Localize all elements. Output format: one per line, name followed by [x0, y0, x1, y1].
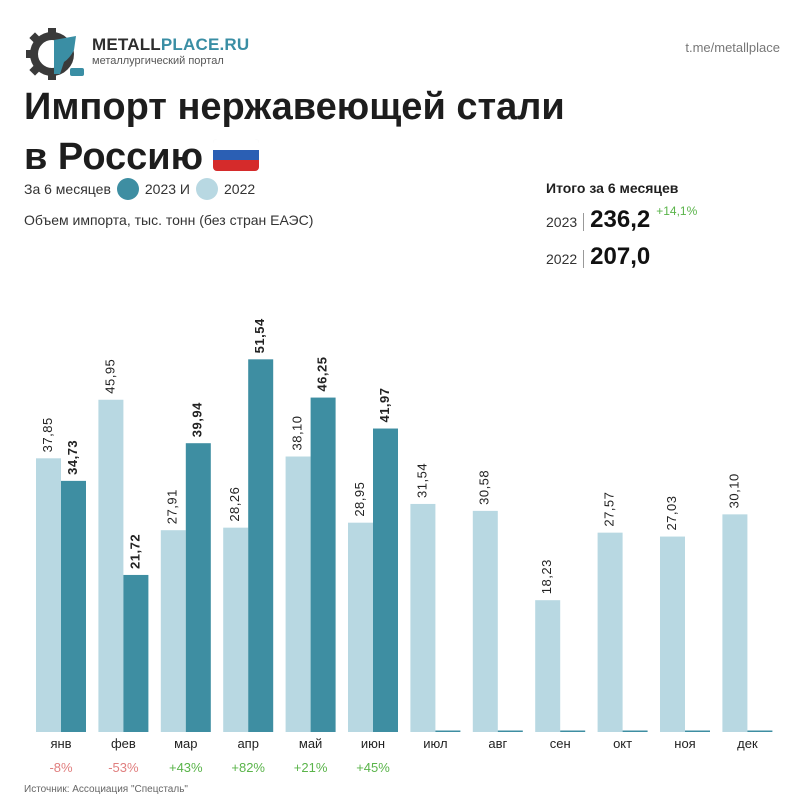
bar-2022-ноя: [660, 536, 685, 732]
bar-2023-фев: [123, 574, 149, 732]
data-label-2022-июн: 28,95: [352, 482, 367, 517]
change-label-фев: -53%: [108, 760, 139, 775]
data-label-2022-фев: 45,95: [102, 359, 117, 394]
total-value: 207,0: [590, 243, 651, 270]
legend-prefix: За 6 месяцев: [24, 181, 111, 197]
x-tick-label-дек: дек: [737, 736, 758, 751]
legend-2023-label: 2023 И: [144, 181, 190, 197]
bar-2022-сен: [535, 600, 561, 732]
bar-2023-empty-дек: [747, 730, 773, 732]
totals-title: Итого за 6 месяцев: [546, 180, 679, 196]
bar-2023-empty-ноя: [685, 730, 710, 732]
data-label-2022-сен: 18,23: [539, 559, 554, 594]
page-title: Импорт нержавеющей стали в Россию: [24, 82, 664, 182]
title-line-2-text: в Россию: [24, 136, 204, 178]
x-tick-label-июл: июл: [423, 736, 447, 751]
x-tick-label-июн: июн: [361, 736, 385, 751]
data-label-2022-май: 38,10: [290, 415, 305, 450]
bar-2022-фев: [98, 399, 124, 732]
bar-2023-янв: [61, 480, 86, 732]
x-tick-label-апр: апр: [237, 736, 259, 751]
change-label-мар: +43%: [169, 760, 203, 775]
data-label-2022-апр: 28,26: [227, 487, 242, 522]
change-label-янв: -8%: [49, 760, 73, 775]
bar-2022-июн: [348, 522, 373, 732]
brand-accent: PLACE.RU: [160, 35, 250, 54]
brand-main: METALL: [92, 35, 161, 54]
russia-flag-icon: [213, 138, 260, 171]
brand-subtitle: металлургический портал: [92, 55, 224, 67]
bar-2023-empty-сен: [560, 730, 586, 732]
bar-2022-мар: [160, 530, 186, 732]
data-label-2022-ноя: 27,03: [664, 496, 679, 531]
bar-2023-июн: [373, 428, 398, 732]
data-label-2022-дек: 30,10: [726, 473, 741, 508]
title-line-2: в Россию: [24, 132, 664, 182]
data-label-2023-мар: 39,94: [190, 402, 205, 437]
x-tick-label-сен: сен: [550, 736, 571, 751]
bar-2022-июл: [410, 503, 436, 732]
x-tick-label-ноя: ноя: [674, 736, 695, 751]
telegram-link[interactable]: t.me/metallplace: [685, 40, 780, 55]
x-tick-label-май: май: [299, 736, 322, 751]
data-label-2023-янв: 34,73: [65, 440, 80, 475]
bar-2022-май: [285, 456, 311, 732]
bar-2023-empty-окт: [622, 730, 648, 732]
x-tick-label-янв: янв: [50, 736, 71, 751]
x-tick-label-мар: мар: [174, 736, 197, 751]
title-line-1: Импорт нержавеющей стали: [24, 86, 565, 128]
bar-2023-empty-июл: [435, 730, 461, 732]
x-tick-label-окт: окт: [613, 736, 632, 751]
bar-2023-мар: [185, 443, 211, 732]
bar-2023-empty-авг: [497, 730, 523, 732]
bar-2023-апр: [248, 359, 274, 732]
total-year: 2022: [546, 250, 585, 268]
data-label-2023-июн: 41,97: [377, 387, 392, 422]
data-label-2022-янв: 37,85: [40, 417, 55, 452]
legend-2022-label: 2022: [224, 181, 256, 197]
data-label-2022-июл: 31,54: [414, 463, 429, 498]
data-label-2023-май: 46,25: [315, 357, 330, 392]
bar-2022-апр: [223, 527, 249, 732]
bar-chart: 37,85 34,73 янв -8% 45,95 21,72 фев -53% 27,91 39…: [36, 318, 773, 775]
bar-2022-авг: [472, 510, 498, 732]
total-year: 2023: [546, 213, 585, 231]
data-label-2023-апр: 51,54: [252, 318, 267, 353]
legend-2023-swatch: [116, 178, 139, 200]
data-label-2023-фев: 21,72: [127, 534, 142, 569]
total-change: +14,1%: [656, 204, 698, 218]
total-row-2023: 2023 236,2 +14,1%: [546, 204, 698, 234]
source-note: Источник: Ассоциация "Спецсталь": [24, 784, 188, 795]
legend: За 6 месяцев 2023 И 2022: [24, 178, 255, 200]
change-label-июн: +45%: [356, 760, 390, 775]
data-label-2022-авг: 30,58: [477, 470, 492, 505]
legend-2022-swatch: [196, 178, 218, 200]
data-label-2022-мар: 27,91: [165, 489, 180, 524]
bar-2022-янв: [36, 458, 61, 732]
total-row-2022: 2022 207,0: [546, 243, 650, 271]
x-tick-label-авг: авг: [488, 736, 507, 751]
brand-name: METALLPLACE.RU: [92, 35, 249, 55]
x-tick-label-фев: фев: [111, 736, 136, 751]
change-label-апр: +82%: [231, 760, 265, 775]
bar-2023-май: [310, 397, 336, 732]
bar-2022-окт: [597, 532, 623, 732]
chart-subtitle: Объем импорта, тыс. тонн (без стран ЕАЭС…: [24, 212, 314, 228]
total-value: 236,2: [590, 206, 651, 233]
change-label-май: +21%: [294, 760, 328, 775]
data-label-2022-окт: 27,57: [602, 492, 617, 527]
bar-2022-дек: [722, 514, 748, 732]
metallplace-logo-icon: [26, 28, 84, 80]
